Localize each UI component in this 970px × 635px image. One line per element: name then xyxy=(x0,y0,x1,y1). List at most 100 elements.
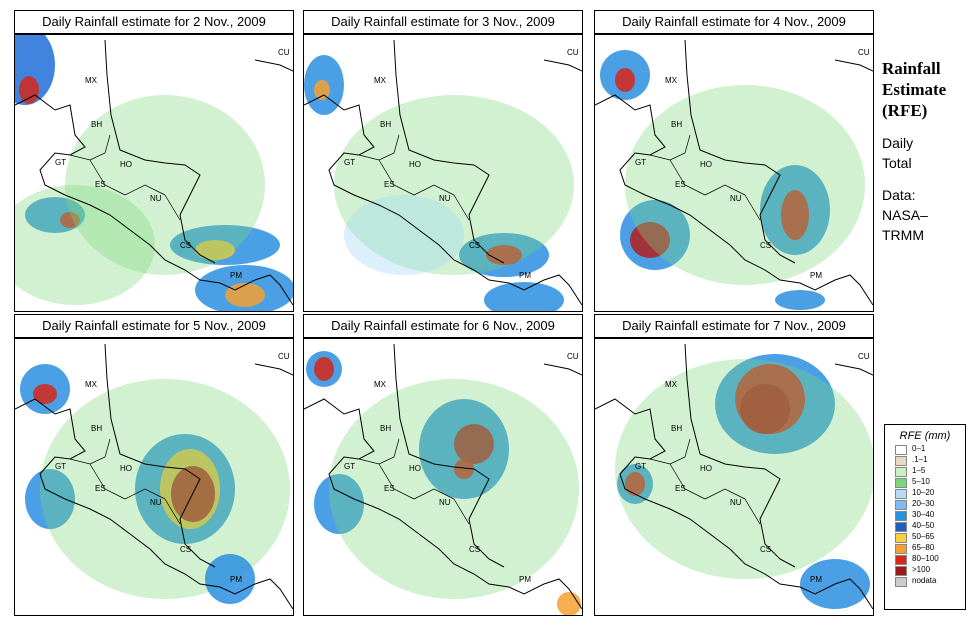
country-label: MX xyxy=(665,76,678,85)
rainfall-map: MX CU BH GT HO ES NU CS PM xyxy=(303,34,583,312)
legend-swatch xyxy=(895,577,907,587)
legend-item: 5–10 xyxy=(895,477,965,489)
legend-swatch xyxy=(895,566,907,576)
sidebar-title-line: (RFE) xyxy=(882,101,928,120)
country-label: HO xyxy=(700,464,712,473)
coastline-border xyxy=(69,438,181,525)
coastline-border xyxy=(649,438,761,525)
rainfall-area xyxy=(615,359,873,579)
rainfall-area xyxy=(775,290,825,310)
rainfall-map-panel: Daily Rainfall estimate for 4 Nov., 2009… xyxy=(594,10,874,312)
coastline-border xyxy=(254,363,293,376)
country-label: BH xyxy=(380,424,391,433)
sidebar-text-line: Total xyxy=(882,155,912,171)
legend-label: 50–65 xyxy=(912,532,935,541)
legend-item: >100 xyxy=(895,565,965,577)
rainfall-area xyxy=(65,95,265,275)
coastline-border xyxy=(15,94,293,306)
country-label: GT xyxy=(55,462,66,471)
rainfall-area xyxy=(625,472,645,496)
legend-item: 1–5 xyxy=(895,466,965,478)
panel-title: Daily Rainfall estimate for 2 Nov., 2009 xyxy=(14,10,294,34)
sidebar-text-line: Data: xyxy=(882,187,916,203)
rainfall-area xyxy=(60,212,80,228)
sidebar-data-source: Data: NASA– TRMM xyxy=(882,185,968,245)
legend-label: 20–30 xyxy=(912,499,935,508)
legend-label: 1–5 xyxy=(912,466,926,475)
rainfall-map-canvas: MX CU BH GT HO ES NU CS PM xyxy=(304,339,582,615)
country-label: ES xyxy=(384,180,395,189)
rainfall-map-canvas: MX CU BH GT HO ES NU CS PM xyxy=(595,35,873,311)
legend-item: 30–40 xyxy=(895,510,965,522)
rainfall-area xyxy=(625,85,865,285)
country-label: CU xyxy=(567,352,579,361)
legend-item: 50–65 xyxy=(895,532,965,544)
country-label: ES xyxy=(675,180,686,189)
country-label: BH xyxy=(671,424,682,433)
coastline-border xyxy=(358,134,470,221)
rainfall-map-panel: Daily Rainfall estimate for 6 Nov., 2009… xyxy=(303,314,583,616)
rainfall-area xyxy=(225,283,265,307)
rainfall-map: MX CU BH GT HO ES NU CS PM xyxy=(594,338,874,616)
country-label: CU xyxy=(858,48,870,57)
country-label: ES xyxy=(95,180,106,189)
coastline-border xyxy=(69,134,181,221)
country-label: CS xyxy=(180,545,191,554)
country-label: CS xyxy=(469,545,480,554)
rainfall-area xyxy=(740,384,790,434)
rainfall-map: MX CU BH GT HO ES NU CS PM xyxy=(14,34,294,312)
rainfall-map: MX CU BH GT HO ES NU CS PM xyxy=(303,338,583,616)
legend-label: 30–40 xyxy=(912,510,935,519)
country-label: CS xyxy=(469,241,480,250)
legend-item: nodata xyxy=(895,576,965,588)
panel-title: Daily Rainfall estimate for 7 Nov., 2009 xyxy=(594,314,874,338)
country-label: HO xyxy=(120,160,132,169)
country-label: BH xyxy=(380,120,391,129)
coastline-border xyxy=(104,343,216,568)
country-label: PM xyxy=(519,575,531,584)
rainfall-area xyxy=(314,474,364,534)
legend-title: RFE (mm) xyxy=(899,430,951,442)
sidebar-info: Rainfall Estimate (RFE) Daily Total Data… xyxy=(882,58,968,245)
country-label: PM xyxy=(810,575,822,584)
coastline-border xyxy=(649,134,761,221)
rainfall-map-panel: Daily Rainfall estimate for 2 Nov., 2009… xyxy=(14,10,294,312)
panel-title: Daily Rainfall estimate for 3 Nov., 2009 xyxy=(303,10,583,34)
rainfall-map-canvas: MX CU BH GT HO ES NU CS PM xyxy=(15,339,293,615)
legend-swatch xyxy=(895,555,907,565)
coastline-border xyxy=(595,398,873,610)
rainfall-area xyxy=(314,80,330,100)
country-label: NU xyxy=(150,498,162,507)
country-label: ES xyxy=(95,484,106,493)
rainfall-area xyxy=(781,190,809,240)
legend-label: 0–1 xyxy=(912,444,926,453)
rainfall-map-canvas: MX CU BH GT HO ES NU CS PM xyxy=(304,35,582,311)
country-label: HO xyxy=(409,160,421,169)
sidebar-text-line: Daily xyxy=(882,135,914,151)
country-label: PM xyxy=(230,575,242,584)
coastline-border xyxy=(304,398,582,610)
country-label: CS xyxy=(760,545,771,554)
country-label: MX xyxy=(85,380,98,389)
coastline-border xyxy=(15,398,293,610)
country-label: BH xyxy=(671,120,682,129)
rainfall-area xyxy=(19,76,39,104)
map-background xyxy=(15,35,293,311)
country-label: CU xyxy=(567,48,579,57)
country-label: MX xyxy=(665,380,678,389)
panel-title: Daily Rainfall estimate for 5 Nov., 2009 xyxy=(14,314,294,338)
country-label: PM xyxy=(519,271,531,280)
rainfall-map-panel: Daily Rainfall estimate for 7 Nov., 2009… xyxy=(594,314,874,616)
country-label: GT xyxy=(55,158,66,167)
country-label: BH xyxy=(91,424,102,433)
country-label: HO xyxy=(409,464,421,473)
sidebar-text-line: TRMM xyxy=(882,227,924,243)
rainfall-area xyxy=(195,240,235,260)
rainfall-area xyxy=(314,357,334,381)
legend-item: .1–1 xyxy=(895,455,965,467)
coastline-border xyxy=(358,438,470,525)
legend-swatch xyxy=(895,456,907,466)
rainfall-area xyxy=(33,384,57,404)
country-label: CU xyxy=(278,48,290,57)
country-label: HO xyxy=(700,160,712,169)
